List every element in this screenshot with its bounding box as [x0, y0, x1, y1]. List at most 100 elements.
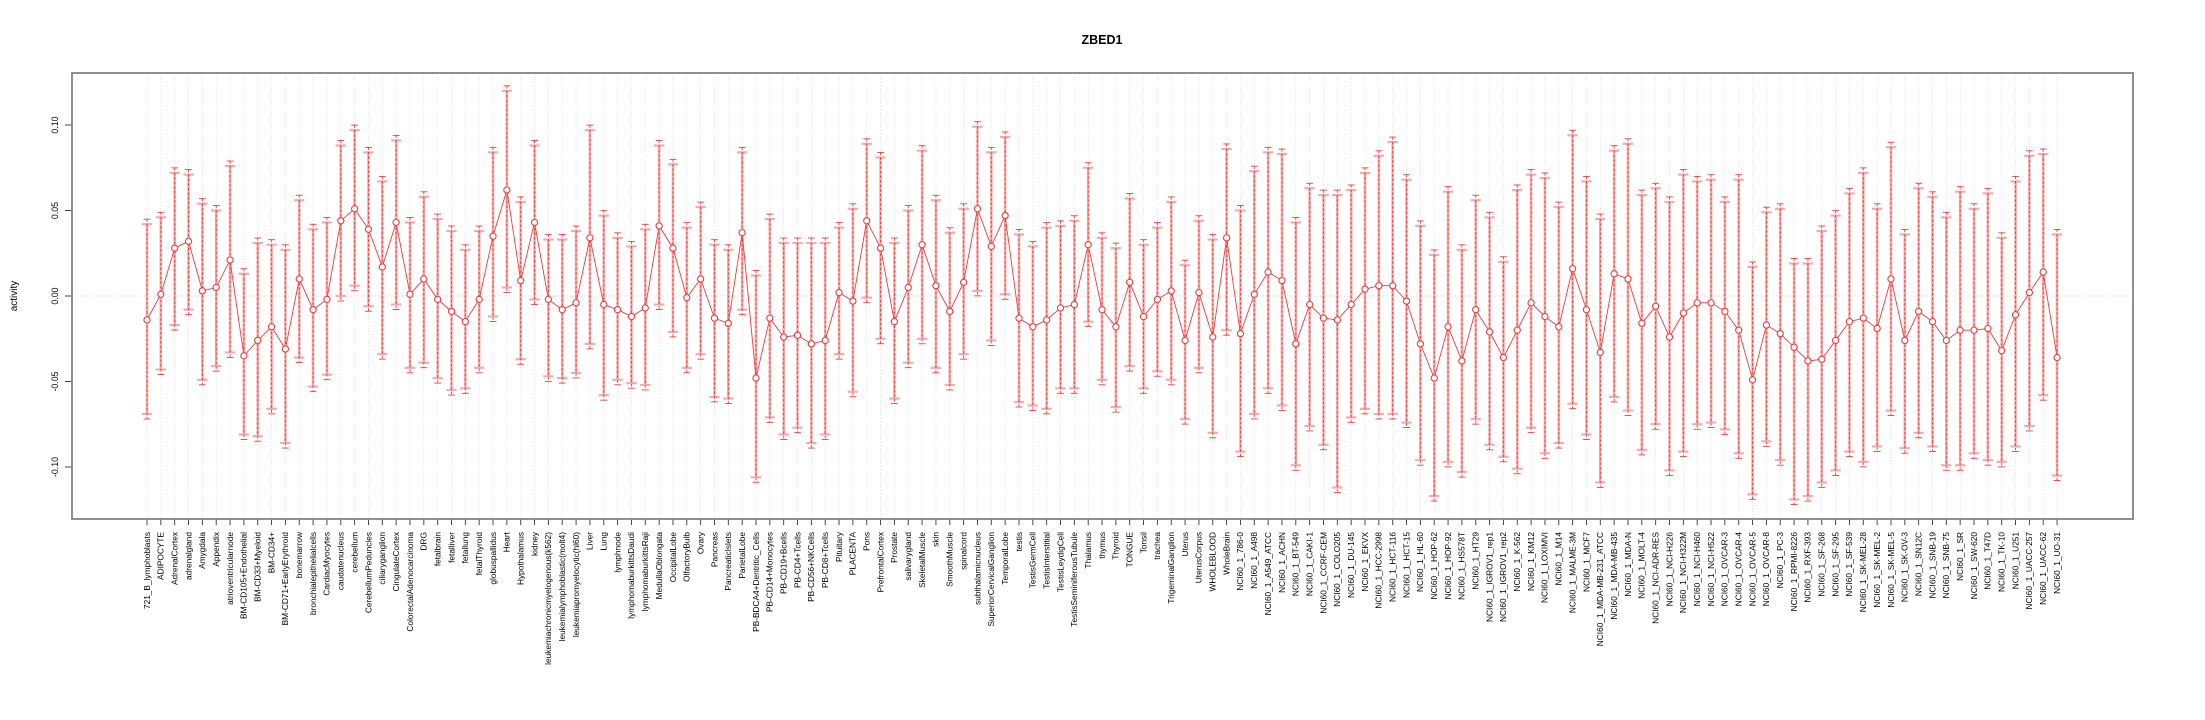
data-point	[683, 294, 691, 302]
x-tick-label: kidney	[529, 531, 539, 556]
data-point	[1001, 211, 1009, 220]
x-tick-label: Liver	[585, 532, 595, 550]
x-tick-label: PLACENTA	[848, 532, 858, 576]
x-tick-label: Appendix	[211, 531, 221, 566]
x-tick-label: salivarygland	[903, 532, 913, 581]
x-tick-label: TONGUE	[1125, 532, 1135, 568]
data-point	[766, 314, 774, 322]
data-point	[378, 263, 386, 271]
x-tick-label: WholeBrain	[1221, 532, 1231, 575]
x-tick-label: NCI60_1_A498	[1249, 532, 1259, 589]
x-tick-label: NCI60_1_SK-MEL-5	[1886, 532, 1896, 608]
x-tick-label: BM-CD105+Endothelial	[239, 532, 249, 619]
data-point	[1416, 340, 1425, 348]
x-tick-label: NCI60_1_T47D	[1983, 532, 1993, 590]
x-tick-label: NCI60_1_BT-549	[1291, 532, 1301, 596]
data-point	[212, 283, 220, 292]
x-tick-label: NCI60_1_SW-620	[1969, 532, 1979, 600]
x-tick-label: AdrenalCortex	[169, 531, 179, 585]
data-point	[1721, 307, 1729, 316]
data-point	[1527, 299, 1535, 307]
data-point	[710, 314, 719, 322]
x-tick-label: Thalamus	[1083, 532, 1093, 568]
data-point	[1513, 326, 1521, 334]
data-point	[600, 300, 608, 309]
data-point	[1568, 264, 1577, 273]
data-point	[1735, 326, 1743, 334]
y-tick-label: -0.10	[50, 457, 60, 477]
data-point	[849, 297, 857, 305]
data-point	[1970, 326, 1978, 334]
x-tick-label: UterusCorpus	[1194, 532, 1204, 583]
x-tick-label: TrigeminalGanglion	[1166, 532, 1176, 604]
data-point	[2039, 268, 2047, 276]
x-tick-label: NCI60_1_NCI-H460	[1692, 532, 1702, 607]
data-point	[1596, 348, 1604, 357]
data-point	[696, 275, 705, 283]
data-point	[1209, 333, 1217, 341]
x-tick-label: NCI60_1_UACC-62	[2038, 532, 2048, 605]
x-tick-label: fetalThyroid	[474, 532, 484, 576]
x-tick-label: trachea	[1152, 532, 1162, 560]
x-tick-label: ParietalLobe	[737, 532, 747, 579]
x-tick-label: ciliaryganglion	[377, 532, 387, 585]
x-tick-label: NCI60_1_SF-539	[1844, 532, 1854, 597]
data-point	[323, 295, 331, 304]
y-axis-label: activity	[9, 281, 20, 312]
data-point	[586, 234, 594, 242]
data-point	[420, 275, 428, 283]
y-tick-label: -0.05	[50, 371, 60, 391]
x-tick-label: NCI60_1_OVCAR-4	[1734, 532, 1744, 607]
x-tick-label: TestisSeminiferousTubule	[1069, 532, 1079, 627]
x-tick-label: CerebellumPeduncles	[363, 532, 373, 613]
data-point	[2025, 288, 2034, 297]
y-tick-label: 0.05	[50, 202, 60, 219]
data-point	[1319, 314, 1328, 322]
x-tick-label: NCI60_1_SK-MEL-2	[1872, 532, 1882, 608]
x-tick-label: thymus	[1097, 532, 1107, 559]
x-tick-label: globuspallidus	[488, 532, 498, 585]
x-tick-label: CardiacMyocytes	[322, 532, 332, 596]
x-tick-label: subthalamicnucleus	[972, 532, 982, 605]
data-point	[1818, 355, 1826, 363]
data-point	[1776, 329, 1784, 338]
x-tick-label: NCI60_1_IGROV1_rep1	[1484, 532, 1494, 622]
data-point	[461, 317, 469, 326]
data-point	[1126, 278, 1134, 286]
x-tick-label: TestisInterstitial	[1041, 532, 1051, 589]
x-tick-label: SmoothMuscle	[945, 532, 955, 587]
data-point	[973, 205, 982, 213]
data-point	[281, 345, 290, 353]
x-tick-label: NCI60_1_OVCAR-3	[1720, 532, 1730, 607]
x-tick-label: NCI60_1_PC-3	[1775, 532, 1785, 589]
data-point	[1292, 340, 1300, 348]
x-tick-label: NCI60_1_MOLT-4	[1637, 532, 1647, 599]
x-tick-label: skin	[931, 532, 941, 547]
data-point	[392, 218, 400, 227]
x-tick-label: fetalliver	[446, 532, 456, 563]
x-tick-label: BM-CD33+Myeloid	[253, 532, 263, 602]
data-point	[655, 222, 663, 230]
x-tick-label: bronchialepithelialcells	[308, 532, 318, 615]
x-tick-label: Prostate	[889, 532, 899, 563]
x-tick-label: MedullaOblongata	[654, 532, 664, 600]
x-tick-label: NCI60_1_SR	[1955, 532, 1965, 581]
data-point	[1942, 336, 1950, 345]
data-point	[1499, 353, 1508, 362]
x-tick-label: Lung	[599, 532, 609, 551]
data-point	[171, 244, 179, 252]
data-point	[240, 352, 248, 360]
x-tick-label: NCI60_1_MDA-N	[1623, 532, 1633, 597]
x-tick-label: leukemiachronicmyelogenous(k562)	[543, 532, 553, 665]
x-tick-label: TestisGermCell	[1028, 532, 1038, 588]
data-point	[1748, 376, 1757, 384]
data-point	[1430, 374, 1438, 382]
data-point	[1029, 323, 1037, 331]
x-tick-label: 721_B_lymphoblasts	[142, 532, 152, 609]
data-point	[1928, 317, 1937, 326]
x-tick-label: CingulateCortex	[391, 531, 401, 591]
x-tick-label: NCI60_1_MDA-MB-435	[1609, 532, 1619, 620]
data-point	[447, 307, 456, 316]
